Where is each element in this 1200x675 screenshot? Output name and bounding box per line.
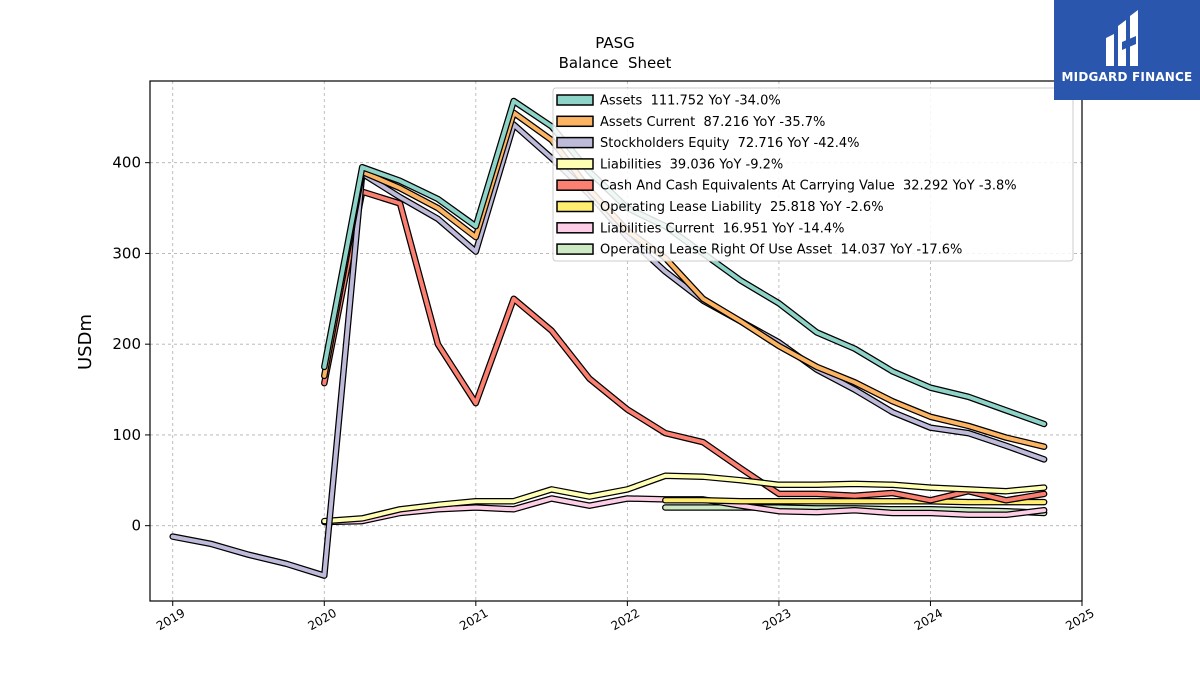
- y-tick-label: 0: [131, 517, 141, 535]
- midgard-finance-logo: MIDGARD FINANCE: [1054, 0, 1200, 100]
- legend-swatch: [556, 200, 594, 213]
- series-line: [322, 110, 1047, 449]
- x-tick-label: 2021: [457, 606, 490, 633]
- x-tick-label: 2024: [912, 606, 945, 633]
- legend-label: Liabilities Current 16.951 YoY -14.4%: [600, 221, 844, 236]
- logo-text: MIDGARD FINANCE: [1061, 70, 1193, 84]
- legend-label: Cash And Cash Equivalents At Carrying Va…: [600, 179, 1017, 194]
- x-tick-label: 2023: [760, 606, 793, 633]
- legend-swatch: [556, 94, 594, 106]
- plot-frame: [149, 80, 1083, 602]
- series-line: [322, 473, 1047, 524]
- series-line: [322, 189, 1047, 503]
- y-axis-label: USDm: [75, 314, 96, 370]
- legend-swatch: [556, 179, 594, 191]
- chart-title: PASG: [595, 34, 635, 52]
- legend-label: Liabilities 39.036 YoY -9.2%: [600, 157, 783, 172]
- legend-label: Stockholders Equity 72.716 YoY -42.4%: [600, 136, 860, 151]
- legend-swatch: [556, 222, 594, 234]
- legend-label: Operating Lease Liability 25.818 YoY -2.…: [600, 200, 884, 215]
- y-tick-label: 100: [112, 426, 141, 444]
- x-tick-label: 2020: [306, 606, 339, 633]
- legend-label: Assets Current 87.216 YoY -35.7%: [600, 115, 825, 130]
- legend-swatch: [556, 158, 594, 170]
- legend-label: Operating Lease Right Of Use Asset 14.03…: [600, 243, 962, 258]
- x-tick-label: 2022: [609, 606, 642, 633]
- legend-label: Assets 111.752 YoY -34.0%: [600, 94, 781, 109]
- y-tick-label: 200: [112, 335, 141, 353]
- logo-mark-icon: [1106, 10, 1138, 66]
- legend-swatch: [556, 243, 594, 255]
- y-tick-label: 300: [112, 244, 141, 262]
- y-tick-label: 400: [112, 154, 141, 172]
- x-tick-label: 2025: [1063, 606, 1096, 633]
- x-tick-label: 2019: [154, 606, 187, 633]
- legend-swatch: [556, 136, 594, 149]
- chart-subtitle: Balance Sheet: [559, 54, 672, 72]
- legend-swatch: [556, 115, 594, 128]
- series-line: [663, 498, 1047, 505]
- legend-box: [552, 87, 1074, 262]
